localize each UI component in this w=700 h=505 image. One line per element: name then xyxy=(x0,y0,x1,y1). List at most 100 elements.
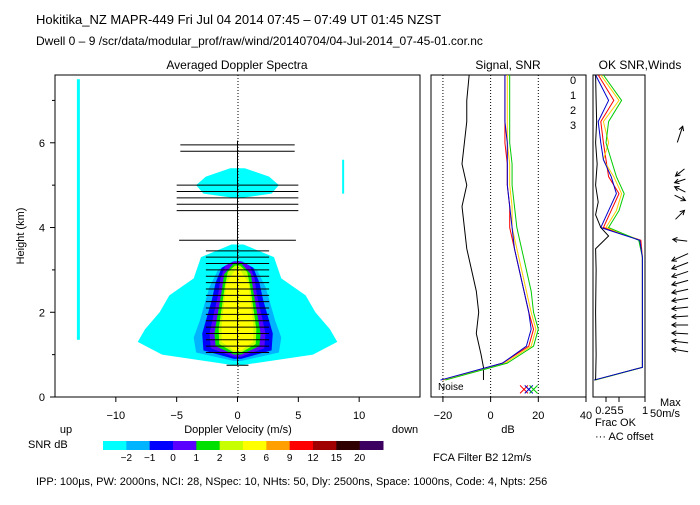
wind-arrow-head-4 xyxy=(680,196,687,202)
wind-arrow-4 xyxy=(674,194,686,202)
spectra-y-ticks: 0 2 4 6 xyxy=(39,99,55,404)
winds-xtick-label-0: 0.25 xyxy=(595,405,616,417)
colorbar-tick-5: 3 xyxy=(240,453,246,464)
spectra-xlabel: Doppler Velocity (m/s) xyxy=(184,424,292,436)
spectra-stripe-left xyxy=(76,79,80,340)
winds-x-ticks: 0.25.5 1 xyxy=(595,397,648,417)
wind-arrow-16 xyxy=(671,332,689,335)
down-label: down xyxy=(392,424,418,436)
max-speed-label: 50m/s xyxy=(650,408,680,420)
footer-params: IPP: 100µs, PW: 2000ns, NCI: 28, NSpec: … xyxy=(36,476,547,488)
snr-xtick-label-2: 20 xyxy=(532,410,544,422)
spectra-stripe-right xyxy=(342,159,345,194)
winds-title: OK SNR,Winds xyxy=(599,58,682,72)
colorbar-tick-7: 9 xyxy=(287,453,293,464)
wind-arrow-head-10 xyxy=(670,281,677,287)
spectra-title: Averaged Doppler Spectra xyxy=(166,58,308,72)
wind-arrow-17 xyxy=(671,340,689,344)
snr-series-1 xyxy=(442,75,537,381)
colorbar-tick-4: 2 xyxy=(217,453,223,464)
colorbar-swatch-8 xyxy=(289,441,314,450)
wind-arrow-18 xyxy=(671,348,689,353)
colorbar-swatch-4 xyxy=(196,441,221,450)
spectra-xtick-label-3: 5 xyxy=(295,410,301,422)
colorbar-swatch-9 xyxy=(313,441,337,450)
wind-arrow-1 xyxy=(675,168,685,177)
wind-arrow-6 xyxy=(672,238,688,242)
spectra-ytick-label-0: 0 xyxy=(39,392,45,404)
winds-series-1 xyxy=(595,74,643,381)
spectra-x-ticks: −10 −5 0 5 10 xyxy=(106,397,365,422)
wind-arrows xyxy=(670,125,689,353)
wind-arrow-head-14 xyxy=(670,313,677,320)
doppler-spectra-panel: −10 −5 0 5 10 0 2 4 6 Doppler Velocity (m/s) He… xyxy=(15,74,421,436)
header-line1: Hokitika_NZ MAPR-449 Fri Jul 04 2014 07:… xyxy=(36,12,441,27)
wind-arrow-head-12 xyxy=(670,297,677,304)
header-line2: Dwell 0 – 9 /scr/data/modular_prof/raw/w… xyxy=(36,34,483,48)
wind-arrow-head-15 xyxy=(670,322,677,328)
colorbar-tick-2: 0 xyxy=(170,453,176,464)
wind-arrow-head-0 xyxy=(678,125,685,132)
wind-arrow-head-9 xyxy=(670,272,677,279)
up-label: up xyxy=(60,424,72,436)
wind-arrow-2 xyxy=(674,178,686,184)
snr-series-noise xyxy=(461,74,484,381)
noise-label: Noise xyxy=(438,382,464,393)
winds-series-3 xyxy=(593,74,643,381)
winds-panel: 0 1 2 3 0.25.5 1 Frac OK ··· AC offset Max 5… xyxy=(570,74,689,443)
snr-frame xyxy=(430,74,587,398)
colorbar-swatch-5 xyxy=(219,441,244,450)
frac-ok-label: Frac OK xyxy=(595,417,637,429)
colorbar-tick-1: −1 xyxy=(144,453,156,464)
fca-filter-label: FCA Filter B2 12m/s xyxy=(433,452,532,464)
wind-arrow-head-11 xyxy=(670,289,677,295)
wind-arrow-head-17 xyxy=(670,338,677,345)
wind-arrow-head-2 xyxy=(673,178,680,185)
colorbar-tick-6: 6 xyxy=(264,453,270,464)
colorbar-swatch-11 xyxy=(359,441,384,450)
wind-arrow-head-6 xyxy=(671,237,678,243)
legend-label-1: 1 xyxy=(570,90,576,102)
colorbar-tick-10: 20 xyxy=(354,453,366,464)
wind-arrow-head-8 xyxy=(670,264,677,270)
wind-arrow-head-13 xyxy=(670,305,677,312)
colorbar-tick-0: −2 xyxy=(121,453,133,464)
ok-snr-lines xyxy=(593,74,643,381)
series-legend: 0 1 2 3 xyxy=(570,75,576,132)
wind-arrow-head-7 xyxy=(670,256,677,262)
wind-arrow-head-18 xyxy=(670,346,677,353)
snr-series-3 xyxy=(440,75,532,381)
colorbar-swatch-10 xyxy=(336,441,361,450)
colorbar-swatch-1 xyxy=(126,441,151,450)
colorbar-tick-8: 12 xyxy=(307,453,319,464)
snr-xlabel: dB xyxy=(501,424,514,436)
colorbar-swatch-2 xyxy=(149,441,174,450)
colorbar-tick-3: 1 xyxy=(194,453,200,464)
snr-marker-b-2 xyxy=(529,385,538,394)
snr-lines xyxy=(440,74,539,397)
spectra-ytick-label-2: 4 xyxy=(39,223,45,235)
spectra-ylabel: Height (km) xyxy=(15,208,27,265)
winds-xtick-label-2: 1 xyxy=(642,405,648,417)
colorbar-tick-9: 15 xyxy=(331,453,343,464)
spectra-xtick-label-1: −5 xyxy=(170,410,183,422)
spectra-xtick-label-0: −10 xyxy=(106,410,125,422)
snr-xtick-label-1: 0 xyxy=(488,410,494,422)
snr-x-ticks: −20 0 20 40 xyxy=(434,397,592,422)
winds-xtick-label-1: .5 xyxy=(614,405,623,417)
wind-arrow-8 xyxy=(671,262,689,270)
wind-arrow-12 xyxy=(671,297,689,302)
snr-colorbar: SNR dB −2 −1 0 1 2 3 6 9 12 15 20 xyxy=(28,439,384,464)
wind-arrow-14 xyxy=(671,315,689,318)
legend-label-3: 3 xyxy=(570,120,576,132)
snr-series-0 xyxy=(442,75,535,381)
spectra-ytick-label-1: 2 xyxy=(39,307,45,319)
wind-arrow-0 xyxy=(676,126,684,143)
colorbar-swatch-3 xyxy=(173,441,197,450)
signal-snr-panel: −20 0 20 40 dB Noise FCA Filter B2 12m/s xyxy=(430,74,592,464)
wind-arrow-9 xyxy=(671,270,689,278)
colorbar-swatch-0 xyxy=(103,441,127,450)
snr-title: Signal, SNR xyxy=(475,58,541,72)
